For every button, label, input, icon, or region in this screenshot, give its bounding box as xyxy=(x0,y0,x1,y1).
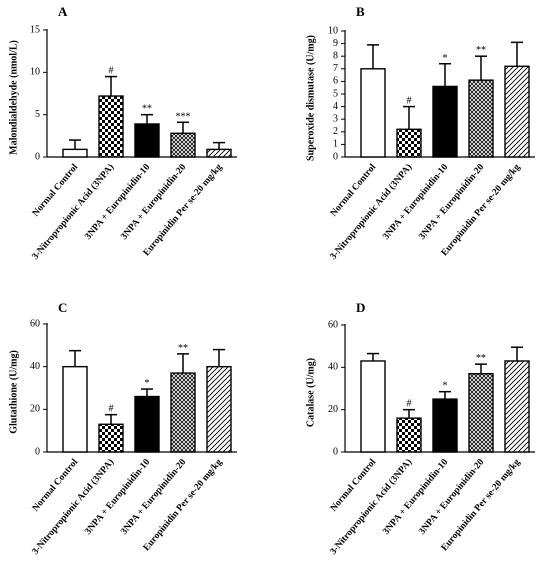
bar-group: #3-Nitropropionic Acid (3NPA) xyxy=(30,66,124,262)
y-tick-label: 40 xyxy=(30,361,40,372)
bar-checker xyxy=(396,417,422,453)
significance-marker: * xyxy=(443,53,448,64)
bar-diagonal xyxy=(206,148,232,158)
x-category-label: 3NPA + Europinidin-10 xyxy=(83,162,152,242)
bar-crosshatch xyxy=(170,372,196,453)
bar-solid xyxy=(134,395,160,453)
y-tick-label: 20 xyxy=(30,404,40,415)
significance-marker: ** xyxy=(142,104,152,115)
x-category-label: Europinidin Per se-20 mg/kg xyxy=(142,162,225,258)
bar-open xyxy=(360,360,386,453)
y-tick-label: 10 xyxy=(328,25,338,36)
y-axis-title: Superoxide dismutase (U/mg) xyxy=(305,35,316,161)
x-category-label: Europinidin Per se-20 mg/kg xyxy=(440,457,523,553)
bar-checker xyxy=(98,423,124,453)
bar-group: Normal Control xyxy=(31,349,88,514)
significance-marker: ** xyxy=(476,353,486,364)
y-tick-label: 8 xyxy=(333,50,338,61)
bar-diagonal xyxy=(206,365,232,453)
y-tick-label: 0 xyxy=(333,446,338,457)
y-tick-label: 60 xyxy=(328,319,338,330)
bar-open xyxy=(62,365,88,453)
y-axis-title: Catalase (U/mg) xyxy=(305,358,316,427)
x-category-label: 3NPA + Europinidin-20 xyxy=(417,457,486,537)
y-tick-label: 5 xyxy=(333,88,338,99)
x-category-label: 3NPA + Europinidin-10 xyxy=(83,457,152,537)
panel-letter: D xyxy=(356,300,365,315)
y-tick-label: 1 xyxy=(333,139,338,150)
y-axis-title: Glutathione (U/mg) xyxy=(8,350,19,434)
bar-open xyxy=(360,68,386,158)
bar-checker xyxy=(396,128,422,158)
significance-marker: * xyxy=(145,378,150,389)
x-category-label: 3NPA + Europinidin-20 xyxy=(119,162,188,242)
significance-marker: ** xyxy=(476,45,486,56)
bar-crosshatch xyxy=(468,79,494,158)
bar-solid xyxy=(134,123,160,158)
significance-marker: # xyxy=(407,399,412,410)
y-tick-label: 3 xyxy=(333,113,338,124)
significance-marker: # xyxy=(109,404,114,415)
significance-marker: *** xyxy=(176,111,191,122)
y-tick-label: 60 xyxy=(30,318,40,329)
panel-letter: B xyxy=(356,4,365,19)
significance-marker: ** xyxy=(178,343,188,354)
chart-panel-b: B Superoxide dismutase (U/mg) 01 2 34 56 7 89 10… xyxy=(305,4,535,262)
y-tick-label: 40 xyxy=(328,362,338,373)
y-axis-title: Malondialdehyde (nmol/L) xyxy=(8,40,19,155)
bar-solid xyxy=(432,85,458,158)
y-tick-label: 15 xyxy=(30,24,40,35)
y-tick-label: 20 xyxy=(328,404,338,415)
y-tick-label: 0 xyxy=(35,446,40,457)
x-category-label: Europinidin Per se-20 mg/kg xyxy=(440,162,523,258)
y-tick-label: 10 xyxy=(30,67,40,78)
x-category-label: 3NPA + Europinidin-10 xyxy=(381,162,450,242)
bar-group: Normal Control xyxy=(329,352,386,514)
x-category-label: 3NPA + Europinidin-20 xyxy=(119,457,188,537)
y-tick-label: 0 xyxy=(333,151,338,162)
bar-open xyxy=(62,148,88,158)
significance-marker: # xyxy=(407,96,412,107)
y-tick-label: 9 xyxy=(333,38,338,49)
chart-panel-c: C Glutathione (U/mg) 0 20 40 60 Normal Control… xyxy=(8,300,237,557)
bar-checker xyxy=(98,95,124,158)
bar-solid xyxy=(432,398,458,453)
x-category-label: 3NPA + Europinidin-20 xyxy=(417,162,486,242)
y-tick-label: 4 xyxy=(333,101,338,112)
significance-marker: * xyxy=(443,381,448,392)
panel-letter: A xyxy=(58,4,68,19)
y-tick-label: 7 xyxy=(333,63,338,74)
bar-crosshatch xyxy=(468,372,494,453)
bar-group: * 3NPA + Europinidin-10 xyxy=(83,378,160,537)
significance-marker: # xyxy=(109,66,114,77)
y-tick-label: 2 xyxy=(333,126,338,137)
bar-crosshatch xyxy=(170,132,196,158)
y-tick-label: 5 xyxy=(35,109,40,120)
bar-diagonal xyxy=(504,360,530,453)
x-category-label: Europinidin Per se-20 mg/kg xyxy=(142,457,225,553)
bar-group: * 3NPA + Europinidin-10 xyxy=(381,381,458,537)
panel-letter: C xyxy=(58,300,67,315)
x-category-label: 3NPA + Europinidin-10 xyxy=(381,457,450,537)
y-tick-label: 0 xyxy=(35,151,40,162)
bar-diagonal xyxy=(504,65,530,158)
y-tick-label: 6 xyxy=(333,76,338,87)
